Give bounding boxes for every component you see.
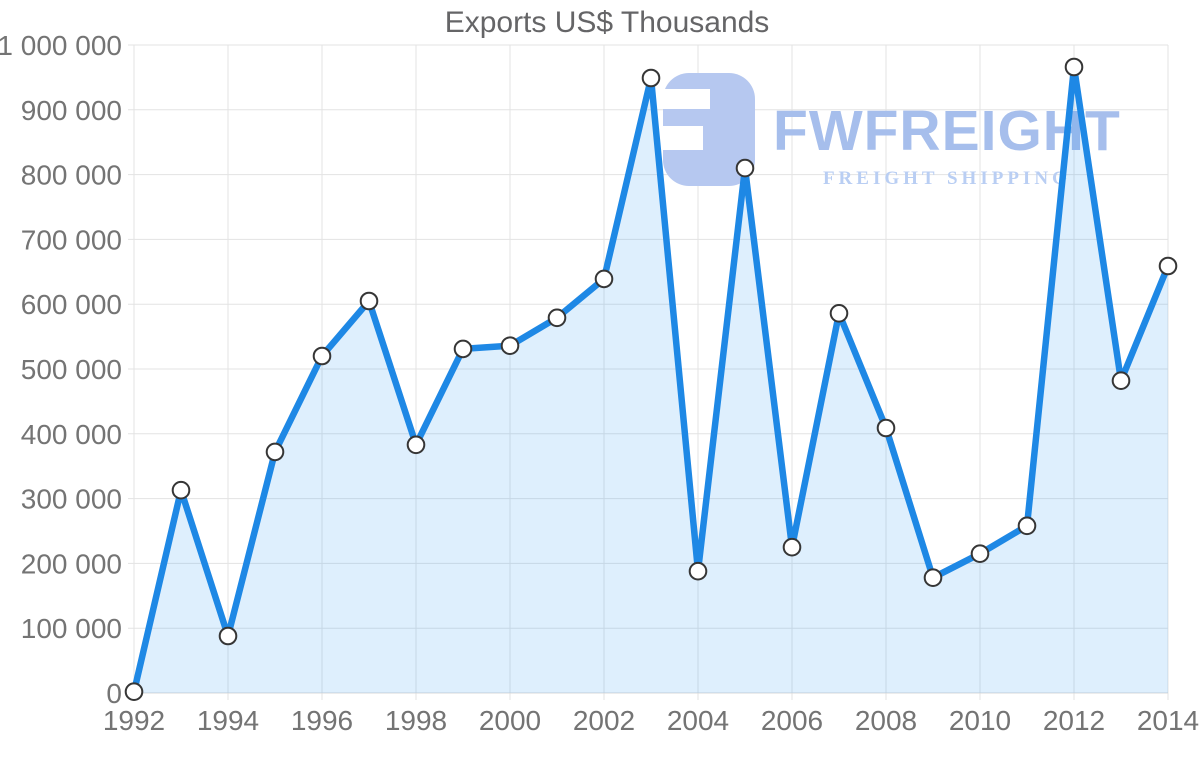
x-axis-label: 2002 <box>573 705 635 736</box>
y-axis-label: 900 000 <box>21 95 122 126</box>
data-point-1996[interactable] <box>312 346 332 366</box>
data-point-1992[interactable] <box>124 682 144 702</box>
logo-text: FWFREIGHT FREIGHT SHIPPING <box>773 73 1121 190</box>
y-axis-label: 800 000 <box>21 160 122 191</box>
data-point-1993[interactable] <box>171 480 191 500</box>
data-point-2002[interactable] <box>594 269 614 289</box>
y-axis-label: 0 <box>106 678 122 709</box>
x-axis-label: 2004 <box>667 705 729 736</box>
x-axis-label: 1998 <box>385 705 447 736</box>
data-point-2005[interactable] <box>735 158 755 178</box>
logo: FWFREIGHT FREIGHT SHIPPING <box>656 73 1121 190</box>
x-axis-label: 1994 <box>197 705 259 736</box>
logo-icon-middle-bar <box>656 126 703 150</box>
data-point-2006[interactable] <box>782 537 802 557</box>
x-axis-label: 2000 <box>479 705 541 736</box>
y-axis-label: 200 000 <box>21 548 122 579</box>
data-point-2003[interactable] <box>641 68 661 88</box>
y-axis-label: 100 000 <box>21 613 122 644</box>
y-axis-label: 600 000 <box>21 289 122 320</box>
data-point-1994[interactable] <box>218 626 238 646</box>
logo-icon-top-bar <box>656 89 710 109</box>
data-point-2009[interactable] <box>923 568 943 588</box>
data-point-2007[interactable] <box>829 304 849 323</box>
series-area-fill <box>134 67 1168 693</box>
data-point-2013[interactable] <box>1111 371 1131 391</box>
chart-title: Exports US$ Thousands <box>444 6 770 39</box>
data-point-1997[interactable] <box>359 291 379 311</box>
x-axis-label: 1992 <box>103 705 165 736</box>
data-point-2011[interactable] <box>1017 516 1037 536</box>
data-point-2000[interactable] <box>500 336 520 356</box>
y-axis-label: 300 000 <box>21 484 122 515</box>
x-axis-label: 2008 <box>855 705 917 736</box>
data-point-2014[interactable] <box>1158 256 1178 276</box>
data-point-2004[interactable] <box>688 561 708 581</box>
x-axis-label: 2010 <box>949 705 1011 736</box>
data-point-2010[interactable] <box>970 544 990 564</box>
y-axis-label: 1 000 000 <box>0 30 122 61</box>
data-point-2008[interactable] <box>876 418 896 438</box>
y-axis-label: 700 000 <box>21 224 122 255</box>
x-axis-label: 1996 <box>291 705 353 736</box>
data-point-2012[interactable] <box>1064 57 1084 77</box>
y-axis-label: 500 000 <box>21 354 122 385</box>
y-axis-label: 400 000 <box>21 419 122 450</box>
x-axis-label: 2012 <box>1043 705 1105 736</box>
data-point-1999[interactable] <box>453 339 473 359</box>
data-point-1998[interactable] <box>406 435 426 455</box>
logo-wordmark: FWFREIGHT <box>773 99 1121 163</box>
x-axis-label: 2014 <box>1137 705 1199 736</box>
data-point-1995[interactable] <box>265 442 285 462</box>
logo-tagline: FREIGHT SHIPPING <box>822 168 1071 189</box>
data-point-2001[interactable] <box>547 308 567 328</box>
x-axis-label: 2006 <box>761 705 823 736</box>
